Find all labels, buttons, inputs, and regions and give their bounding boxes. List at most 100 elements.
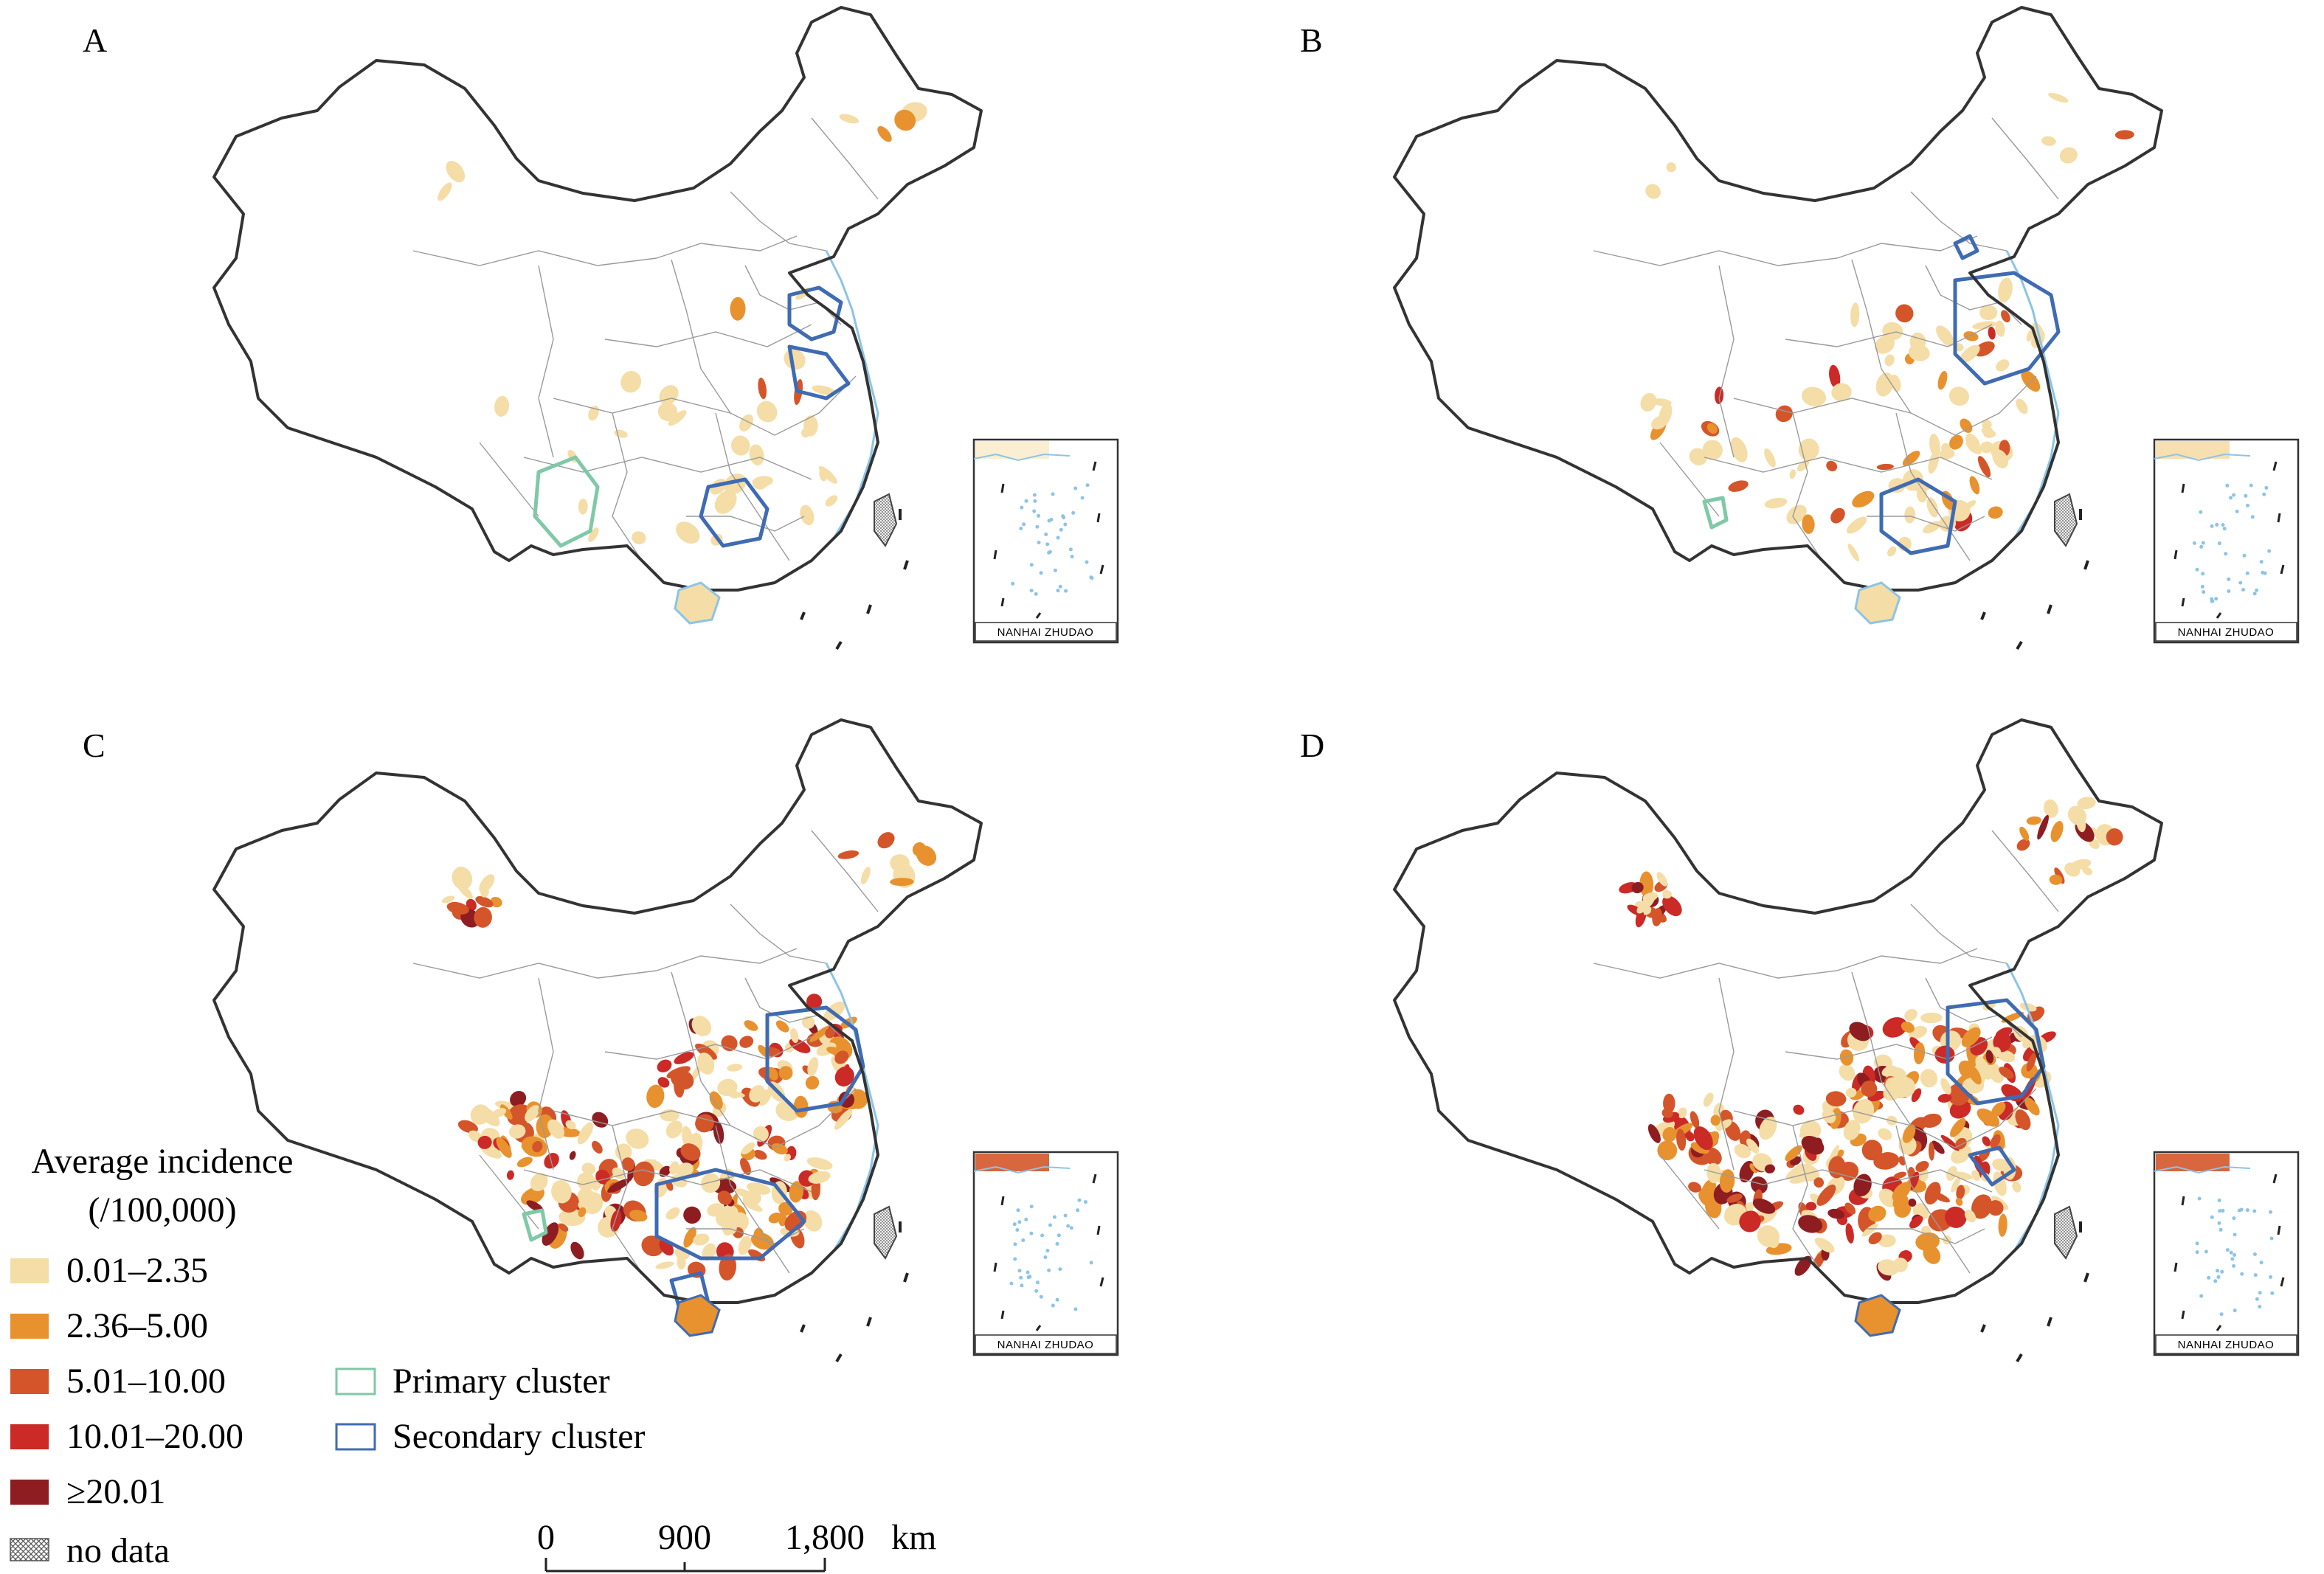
incidence-area — [1990, 1134, 2001, 1148]
incidence-area — [2021, 370, 2041, 392]
incidence-area — [1913, 1042, 1926, 1064]
dash — [800, 1324, 806, 1333]
inset-island — [1035, 524, 1040, 529]
secondary-cluster — [654, 1168, 806, 1261]
incidence-area — [1974, 341, 1995, 357]
incidence-area — [877, 125, 892, 142]
province-border — [1910, 191, 2007, 252]
incidence-area — [1730, 437, 1748, 462]
incidence-area — [1693, 1126, 1713, 1151]
incidence-area — [1882, 1017, 1908, 1038]
nine-dash-line — [800, 509, 909, 651]
legend-label-3: 5.01–10.00 — [66, 1362, 226, 1401]
incidence-area — [1651, 415, 1668, 430]
province-border — [604, 324, 812, 347]
incidence-area — [744, 1020, 758, 1031]
inset-island — [1029, 563, 1034, 567]
inset-island — [2221, 523, 2225, 527]
incidence-area — [1843, 1120, 1861, 1141]
secondary-clusters — [1879, 234, 2061, 555]
incidence-area — [532, 1140, 543, 1153]
incidence-area — [1904, 1008, 1917, 1022]
incidence-area — [1878, 1259, 1899, 1276]
dash — [835, 640, 843, 651]
inset-island — [1063, 1213, 1068, 1218]
incidence-area — [655, 1261, 674, 1269]
incidence-area — [2076, 814, 2086, 833]
incidence-area — [1718, 1119, 1732, 1130]
panel-a: A NANHAI ZHUDAO — [83, 6, 1119, 651]
inset-island — [1051, 1303, 1055, 1308]
incidence-area — [1902, 1124, 1916, 1143]
province-border — [479, 442, 539, 517]
incidence-area — [1878, 1188, 1898, 1207]
incidence-area — [592, 1140, 603, 1154]
incidence-area — [1746, 1138, 1760, 1154]
incidence-area — [877, 832, 895, 849]
inset-island — [1058, 1267, 1062, 1272]
incidence-area — [675, 1162, 694, 1178]
inset-island — [2192, 541, 2196, 545]
inset-island — [2218, 1209, 2222, 1213]
incidence-area — [691, 1016, 712, 1036]
dash — [1980, 611, 1986, 620]
incidence-area — [1876, 463, 1894, 471]
inset-island — [1047, 1268, 1051, 1272]
secondary-cluster — [1946, 998, 2046, 1106]
inset-island — [1017, 1220, 1022, 1224]
inset-island — [2232, 1263, 2236, 1268]
incidence-area — [626, 1129, 649, 1149]
country-border — [1393, 718, 2163, 1304]
incidence-area — [739, 414, 753, 431]
incidence-area — [516, 1157, 533, 1168]
incidence-area — [860, 867, 871, 885]
incidence-area — [1861, 1140, 1883, 1161]
incidence-area — [565, 1120, 576, 1130]
incidence-area — [2050, 821, 2064, 842]
incidence-area — [1992, 1158, 2010, 1171]
incidence-area — [756, 401, 778, 423]
inset-label-box — [975, 622, 1117, 642]
hainan-island — [1854, 1294, 1901, 1337]
inset-label: NANHAI ZHUDAO — [2178, 626, 2275, 639]
incidence-area — [1980, 441, 1993, 454]
dash — [2047, 1317, 2052, 1327]
incidence-area — [581, 1162, 596, 1175]
incidence-area — [1875, 372, 1894, 397]
inset-island — [1029, 1231, 1034, 1235]
incidence-area — [1662, 890, 1672, 899]
incidence-area — [1816, 1185, 1836, 1206]
incidence-area — [1814, 1237, 1835, 1253]
incidence-area — [1757, 1225, 1780, 1247]
incidence-area — [1789, 469, 1796, 479]
inset-island — [1045, 542, 1050, 547]
inset-label: NANHAI ZHUDAO — [997, 626, 1094, 639]
panel-letter-a: A — [83, 21, 107, 59]
incidence-area — [805, 1075, 820, 1090]
inset-island — [2252, 1209, 2257, 1213]
incidence-area — [1932, 1140, 1945, 1154]
inset-island — [1020, 505, 1024, 510]
incidence-area — [717, 1190, 733, 1205]
incidence-area — [508, 1124, 526, 1139]
incidence-area — [1878, 1128, 1892, 1140]
country-border — [212, 718, 983, 1304]
incidence-area — [620, 371, 642, 393]
inset-island — [1019, 527, 1023, 530]
inset-island — [2262, 492, 2266, 496]
legend-swatch-2 — [10, 1314, 49, 1339]
inset-island — [1064, 589, 1068, 593]
inset-island — [1052, 1215, 1056, 1219]
inset-dash — [1092, 461, 1097, 471]
primary-cluster — [1702, 496, 1729, 530]
incidence-area — [1794, 1255, 1812, 1276]
inset-island — [1009, 1281, 1014, 1286]
inset-island — [1069, 1226, 1073, 1230]
inset-island — [1043, 1255, 1048, 1259]
panel-letter-b: B — [1300, 21, 1323, 59]
incidence-area — [558, 1223, 569, 1232]
inset-frame — [972, 1151, 1119, 1356]
province-border — [1593, 948, 1978, 979]
inset-island — [2269, 1275, 2273, 1279]
inset-island — [1026, 1270, 1030, 1275]
